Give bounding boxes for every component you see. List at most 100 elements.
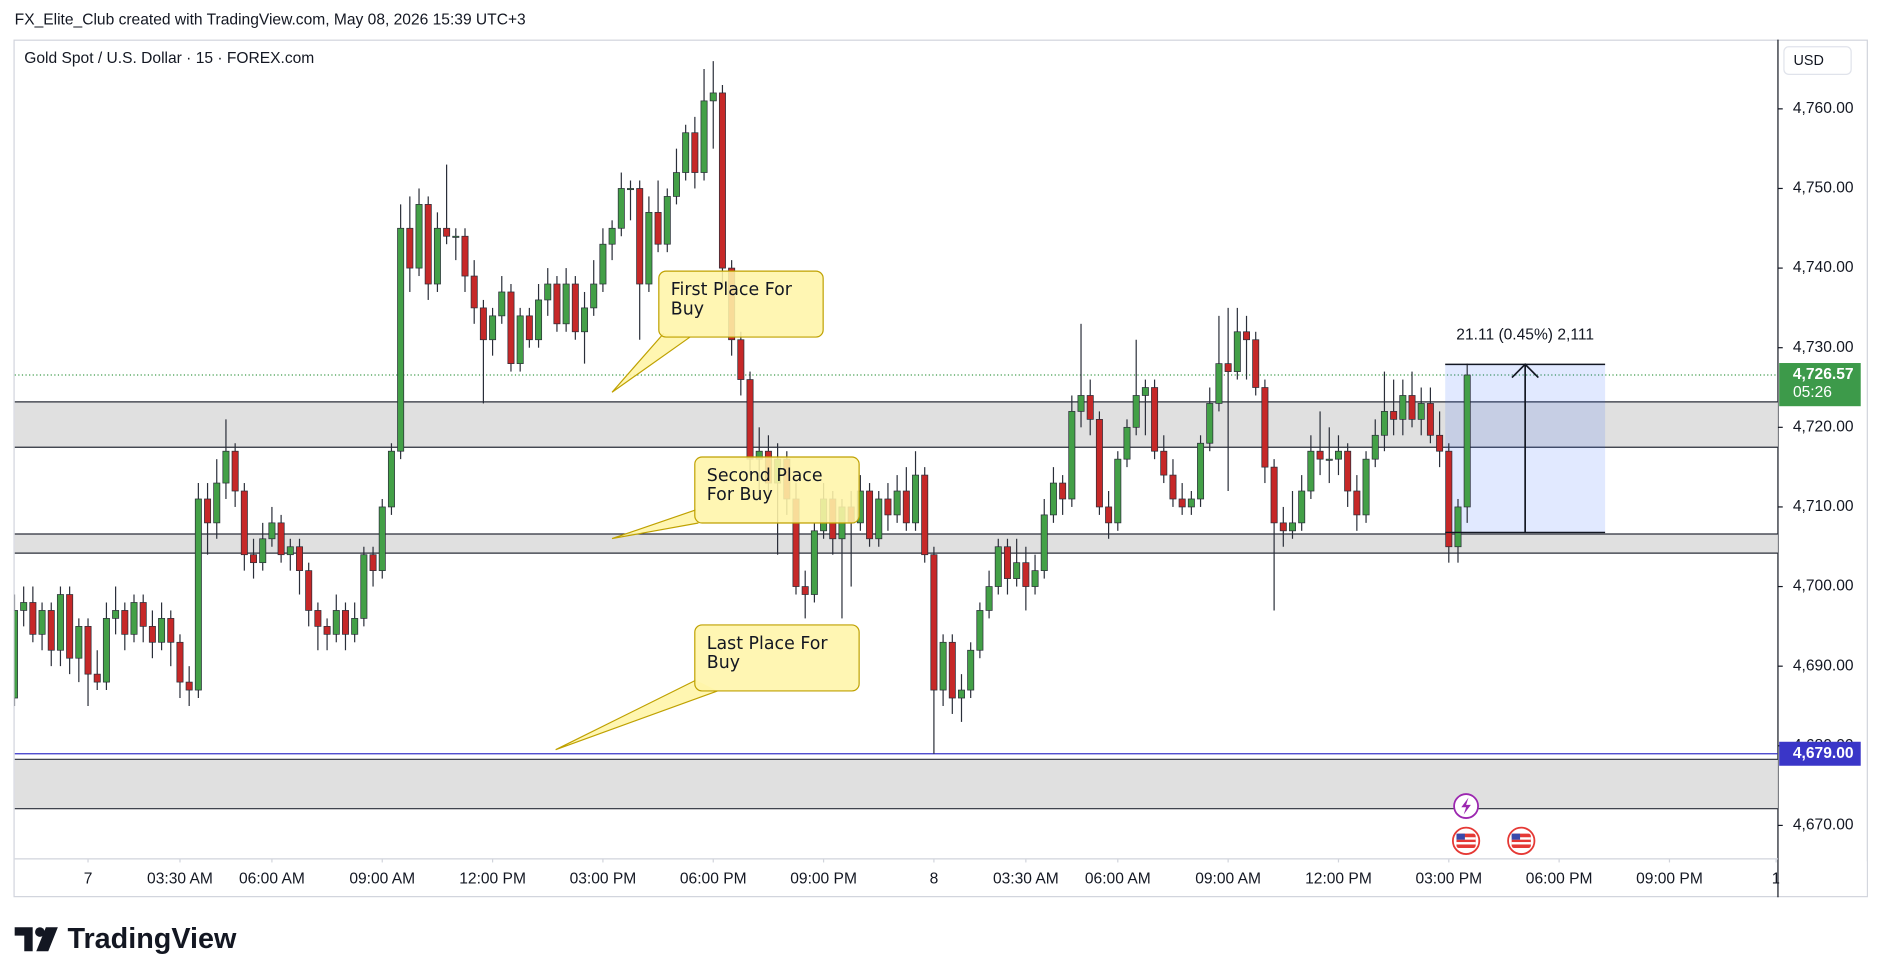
candle-body [1344,450,1352,492]
y-tick-label: 4,760.00 [1793,100,1854,117]
candle-body [75,626,83,659]
candle-body [323,626,331,635]
candle-body [1298,490,1306,524]
candle-body [139,602,147,627]
candle-body [259,538,267,564]
candle-body [112,610,120,619]
candle-body [1390,411,1398,420]
candle-body [1086,395,1094,420]
zone [14,534,1778,554]
candle-body [663,196,671,245]
candle-body [20,602,28,611]
footer-logo-text: TradingView [67,923,237,955]
candle-body [204,498,212,524]
candle-body [1178,498,1186,508]
x-tick-label: 7 [84,870,93,887]
x-tick-label: 06:00 PM [680,870,747,887]
y-tick-label: 4,730.00 [1793,339,1854,356]
candle-body [56,594,64,651]
logo-mark [14,927,33,952]
flag-canton [1456,833,1465,840]
candle-body [958,689,965,699]
callout-text: First Place For Buy [670,280,792,320]
candle-body [102,618,110,683]
currency-button[interactable] [1783,46,1852,75]
candle-body [167,618,175,643]
candle-body [562,283,570,325]
candle-body [433,227,441,285]
candle-body [1279,522,1287,532]
candle-body [1454,506,1462,548]
candle-body [250,554,258,564]
callout-box [658,270,824,338]
candle-body [866,490,874,540]
candle-body [654,211,662,245]
watermark: FX_Elite_Club created with TradingView.c… [15,12,526,29]
candle-body [948,641,956,699]
y-tick-label: 4,740.00 [1793,259,1854,276]
zone [14,401,1778,448]
candle-body [93,673,101,683]
candle-body [1022,562,1030,587]
candle-body [1224,363,1232,372]
x-tick-label: 09:00 AM [1195,870,1261,887]
candle-body [1151,387,1159,452]
candle-body [516,315,524,364]
candle-body [286,546,294,556]
candle-body [378,506,386,571]
candle-body [213,482,221,524]
y-tick-label: 4,750.00 [1793,180,1854,197]
candle-body [884,498,892,516]
currency-label: USD [1794,53,1824,69]
candle-body [121,610,129,635]
x-tick-label: 12:00 PM [1305,870,1372,887]
callout-text-box: First Place For Buy [670,280,792,320]
candle-body [1426,403,1434,436]
candle-body [479,307,487,341]
candle-body [1252,339,1260,388]
candle-body [1169,474,1177,500]
candle-body [590,283,598,309]
candle-body [84,626,92,675]
candle-body [1068,411,1076,500]
candle-body [1031,570,1039,587]
candle-body [1206,403,1214,444]
candle-body [470,275,478,309]
candle-body [185,681,193,691]
candle-body [1243,331,1251,341]
candle-body [535,299,543,341]
candle-body [801,586,809,595]
candle-body [1307,450,1315,492]
candle-body [29,602,37,635]
level-price-box [1779,741,1861,766]
candle-body [1334,450,1342,460]
candle-body [1187,498,1195,508]
candle-body [489,315,497,341]
last-price-box [1779,363,1861,407]
candle-body [581,307,589,333]
flag-stripe [1456,837,1476,840]
y-tick-label: 4,690.00 [1793,657,1854,674]
candle-body [397,227,405,452]
callout-text: Second Place For Buy [706,466,823,505]
candle-body [1270,466,1278,524]
candle-body [636,188,644,285]
x-tick-label: 09:00 PM [1636,870,1703,887]
measure-arrowhead [1511,363,1539,379]
plot-area: 21.11 (0.45%) 2,111 First Place For Buy Se… [14,61,1867,897]
x-tick-label: 09:00 AM [349,870,415,887]
candle-body [1353,490,1361,516]
callout-box [694,624,860,692]
x-tick-label: 06:00 AM [239,870,305,887]
logo-mark [36,927,58,952]
candle-body [718,92,726,269]
candle-body [268,522,276,540]
candle-body [672,172,680,197]
candle-body [1123,426,1131,460]
candle-body [985,586,993,611]
candle-body [599,243,607,285]
candle-body [1233,331,1241,372]
candle-body [1003,546,1011,579]
